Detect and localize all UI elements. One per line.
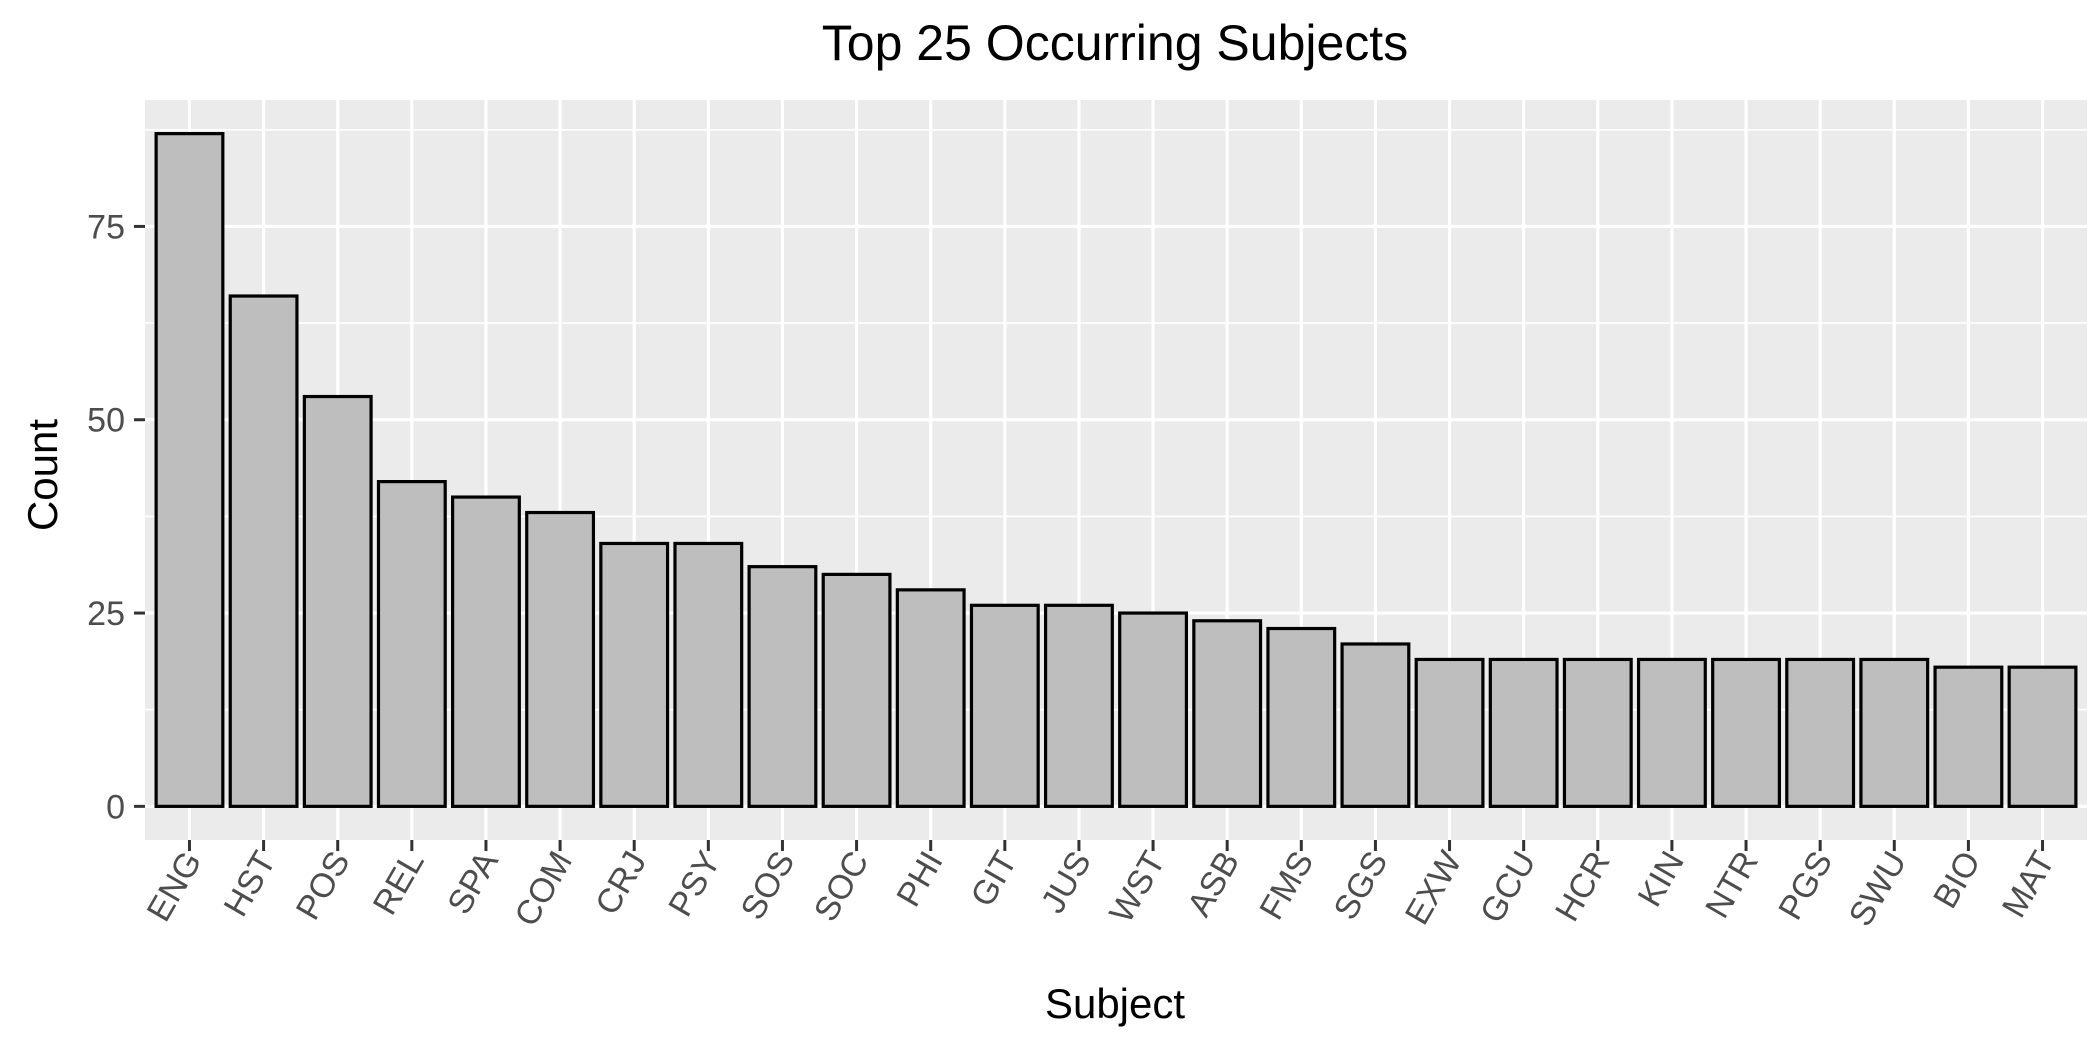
bar-mat bbox=[2007, 665, 2078, 808]
bar-hcr bbox=[1562, 657, 1633, 808]
x-axis: ENG HST POS REL SPA COM CRJ PSY SOS SOC PHI GIT JUS W… bbox=[140, 840, 2063, 933]
y-tick-label: 0 bbox=[106, 788, 125, 826]
bar-gcu bbox=[1488, 657, 1559, 808]
x-tick-label: MAT bbox=[1995, 845, 2063, 924]
bar-sos bbox=[747, 565, 818, 808]
x-tick-label: COM bbox=[507, 845, 580, 933]
bar-eng bbox=[154, 132, 225, 808]
x-tick-label: NTR bbox=[1698, 845, 1766, 925]
bar-kin bbox=[1636, 657, 1707, 808]
bar-swu bbox=[1859, 657, 1930, 808]
y-axis-title: Count bbox=[19, 419, 66, 531]
bar-pgs bbox=[1785, 657, 1856, 808]
bar-hst bbox=[228, 294, 299, 808]
bar-git bbox=[969, 603, 1040, 808]
x-tick-label: SOS bbox=[734, 845, 803, 926]
x-tick-label: CRJ bbox=[588, 845, 654, 921]
x-tick-label: KIN bbox=[1631, 845, 1692, 913]
bar-pos bbox=[302, 394, 373, 808]
x-tick-label: HST bbox=[217, 845, 284, 923]
x-tick-label: SGS bbox=[1327, 845, 1396, 926]
bar-asb bbox=[1192, 619, 1263, 808]
bar-exw bbox=[1414, 657, 1485, 808]
x-tick-label: HCR bbox=[1548, 845, 1618, 928]
bar-bio bbox=[1933, 665, 2004, 808]
x-tick-label: SPA bbox=[440, 845, 506, 921]
x-tick-label: JUS bbox=[1034, 845, 1099, 920]
bar-sgs bbox=[1340, 642, 1411, 808]
bar-spa bbox=[451, 495, 521, 808]
bar-crj bbox=[599, 541, 670, 808]
x-tick-label: PSY bbox=[661, 845, 728, 923]
y-tick-label: 75 bbox=[87, 208, 125, 246]
bar-psy bbox=[673, 541, 744, 808]
bar-fms bbox=[1266, 626, 1337, 808]
y-tick-label: 50 bbox=[87, 402, 125, 440]
x-tick-label: WST bbox=[1102, 845, 1173, 929]
x-tick-label: POS bbox=[289, 845, 358, 926]
y-tick-label: 25 bbox=[87, 595, 125, 633]
x-tick-label: GCU bbox=[1473, 845, 1544, 929]
x-tick-label: SOC bbox=[807, 845, 877, 928]
x-tick-label: BIO bbox=[1926, 845, 1988, 915]
x-tick-label: FMS bbox=[1252, 845, 1321, 926]
x-tick-label: SWU bbox=[1842, 845, 1915, 933]
bar-soc bbox=[821, 572, 892, 808]
bar-jus bbox=[1043, 603, 1114, 808]
x-axis-title: Subject bbox=[1045, 980, 1185, 1027]
x-tick-label: GIT bbox=[964, 845, 1025, 913]
bar-phi bbox=[895, 588, 966, 808]
bar-wst bbox=[1118, 611, 1189, 808]
bar-com bbox=[525, 510, 596, 808]
x-tick-label: PGS bbox=[1771, 845, 1840, 926]
x-tick-label: EXW bbox=[1398, 845, 1470, 931]
x-tick-label: ASB bbox=[1180, 845, 1247, 923]
chart-title: Top 25 Occurring Subjects bbox=[822, 15, 1408, 71]
x-tick-label: PHI bbox=[889, 845, 950, 913]
bar-rel bbox=[376, 479, 447, 808]
bars bbox=[154, 132, 2078, 808]
y-axis: 0 25 50 75 bbox=[87, 208, 145, 826]
x-tick-label: ENG bbox=[140, 845, 210, 928]
bar-ntr bbox=[1711, 657, 1781, 808]
x-tick-label: REL bbox=[366, 845, 432, 921]
